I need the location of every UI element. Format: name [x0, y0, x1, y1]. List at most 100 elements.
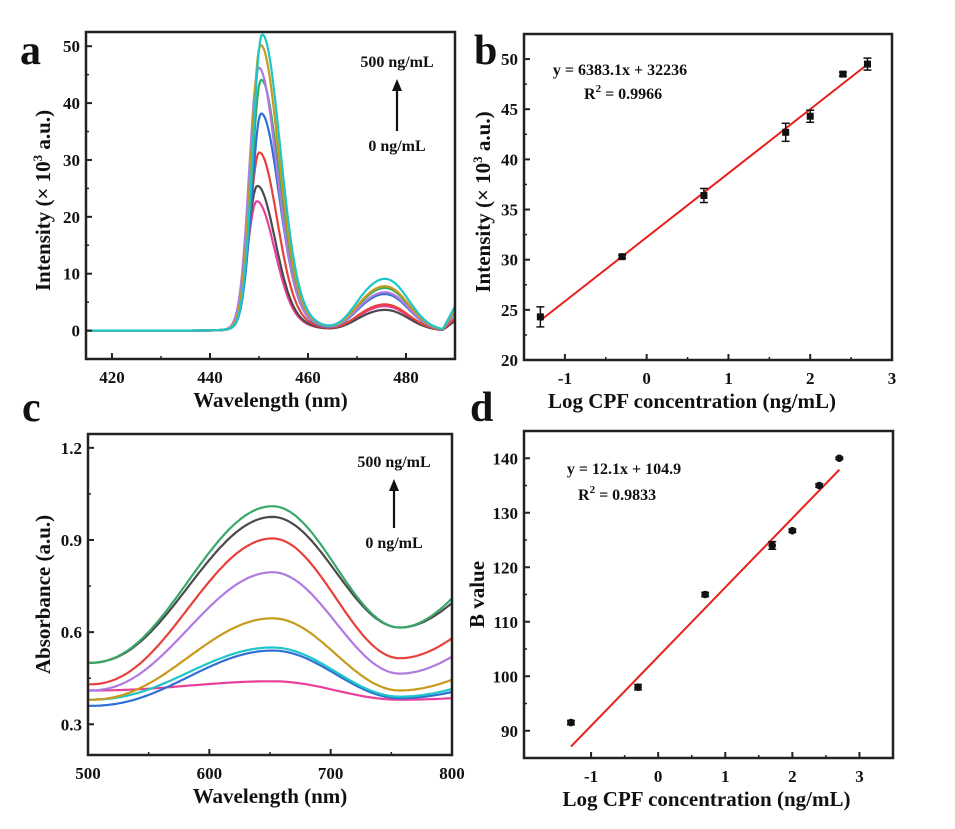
- panel-c-absorbance-spectra: 500 600 700 800 0.3 0.6 0.9 1.2 Wavelength (nm) A…: [31, 432, 465, 808]
- y-axis-title: B value: [465, 561, 489, 628]
- plot-frame: [84, 30, 457, 361]
- x-tick-label: 2: [788, 767, 797, 786]
- y-tick-label: 1.2: [61, 439, 82, 458]
- absorbance-line-blue: [88, 649, 452, 707]
- y-tick-label: 40: [63, 94, 80, 113]
- y-axis-title: Intensity (× 103 a.u.): [30, 110, 55, 291]
- concentration-arrow-head-icon: [389, 479, 399, 491]
- panel-b-intensity-calibration: -1 0 1 2 3 20 25 30 35 40 45 50 Log CPF concentratio…: [470, 32, 897, 413]
- x-axis-title: Log CPF concentration (ng/mL): [563, 787, 851, 811]
- x-tick-label: 0: [654, 767, 663, 786]
- data-point: [536, 313, 544, 321]
- r-squared-letter: R: [578, 487, 590, 504]
- data-point: [701, 590, 709, 599]
- plot-frame: [86, 432, 454, 757]
- y-tick-label: 40: [501, 150, 518, 169]
- y-tick-label: 30: [501, 251, 518, 270]
- data-point: [806, 112, 814, 120]
- x-tick-label: 460: [295, 368, 321, 387]
- panel-d-bvalue-calibration: -1 0 1 2 3 90 100 110 120 130 140 Log CPF concentra…: [465, 429, 895, 811]
- y-tick-label: 90: [501, 722, 518, 741]
- regression-equation: y = 6383.1x + 32236: [553, 62, 687, 79]
- absorbance-line-gold: [88, 617, 452, 701]
- x-tick-label: 3: [855, 767, 864, 786]
- annotation-low-concentration: 0 ng/mL: [365, 535, 422, 552]
- spectrum-line-red: [86, 151, 455, 332]
- y-tick-label: 20: [501, 351, 518, 370]
- x-tick-label: 800: [439, 764, 465, 783]
- y-axis-title-end: a.u.): [31, 110, 55, 155]
- y-axis-title: Absorbance (a.u.): [31, 515, 55, 674]
- y-axis-title: Intensity (× 103 a.u.): [470, 111, 495, 292]
- x-tick-label: 420: [99, 368, 125, 387]
- data-point: [768, 541, 777, 550]
- r-squared-value: = 0.9833: [595, 487, 656, 504]
- y-tick-label: 45: [501, 100, 518, 119]
- y-tick-label: 0.9: [61, 531, 82, 550]
- y-tick-label: 35: [501, 201, 518, 220]
- r-squared-label: R2 = 0.9833: [578, 484, 656, 504]
- y-tick-label: 120: [493, 558, 519, 577]
- y-axis-title-end: a.u.): [471, 111, 495, 156]
- y-tick-label: 0: [72, 322, 81, 341]
- y-axis-title-main: Intensity (× 10: [31, 161, 55, 291]
- absorbance-line-red: [88, 537, 452, 686]
- x-tick-label: 0: [642, 369, 651, 388]
- regression-equation: y = 12.1x + 104.9: [567, 461, 681, 478]
- y-tick-label: 130: [493, 504, 519, 523]
- x-tick-label: 1: [721, 767, 730, 786]
- x-tick-label: 3: [888, 369, 897, 388]
- x-tick-label: 480: [393, 368, 419, 387]
- y-tick-label: 50: [501, 50, 518, 69]
- y-tick-label: 0.3: [61, 715, 82, 734]
- r-squared-letter: R: [584, 86, 596, 103]
- x-axis-title: Wavelength (nm): [193, 388, 348, 412]
- x-tick-label: -1: [584, 767, 598, 786]
- annotation-high-concentration: 500 ng/mL: [357, 454, 430, 471]
- x-tick-label: 1: [724, 369, 733, 388]
- data-point: [782, 128, 790, 136]
- data-point: [567, 718, 575, 727]
- y-tick-label: 0.6: [61, 623, 82, 642]
- r-squared-superscript: 2: [596, 83, 602, 95]
- y-tick-label: 25: [501, 301, 518, 320]
- x-tick-label: 700: [318, 764, 344, 783]
- y-axis-title-main: Intensity (× 10: [471, 163, 495, 293]
- spectrum-line-cyan: [86, 33, 455, 332]
- data-point: [815, 481, 823, 490]
- x-tick-label: 2: [806, 369, 815, 388]
- spectra-lines: [88, 505, 452, 707]
- r-squared-value: = 0.9966: [601, 86, 662, 103]
- x-tick-label: 500: [75, 764, 101, 783]
- x-axis-title: Wavelength (nm): [193, 784, 348, 808]
- panel-letter-a: a: [20, 28, 41, 74]
- data-point: [839, 70, 847, 78]
- data-point: [618, 253, 626, 261]
- panel-a-emission-spectra: 420 440 460 480 0 10 20 30 40 50 Wavelength (nm) In…: [30, 30, 457, 412]
- y-axis-title-superscript: 3: [30, 154, 45, 161]
- fit-line: [570, 469, 841, 748]
- y-tick-label: 140: [493, 449, 519, 468]
- panel-letter-c: c: [22, 385, 41, 431]
- x-tick-label: -1: [558, 369, 572, 388]
- r-squared-superscript: 2: [590, 484, 596, 496]
- y-tick-label: 30: [63, 151, 80, 170]
- x-tick-label: 600: [197, 764, 223, 783]
- y-tick-label: 20: [63, 208, 80, 227]
- r-squared-label: R2 = 0.9966: [584, 83, 662, 103]
- annotation-high-concentration: 500 ng/mL: [360, 54, 433, 71]
- y-tick-label: 50: [63, 37, 80, 56]
- y-tick-label: 100: [493, 667, 519, 686]
- panel-letter-d: d: [470, 385, 493, 431]
- data-point: [835, 454, 844, 463]
- x-axis-title: Log CPF concentration (ng/mL): [548, 389, 836, 413]
- panel-letter-b: b: [474, 28, 497, 74]
- absorbance-line-purple: [88, 571, 452, 692]
- data-point: [863, 60, 871, 68]
- y-axis-title-superscript: 3: [470, 156, 485, 163]
- concentration-arrow-head-icon: [392, 79, 402, 91]
- spectra-lines: [86, 33, 455, 332]
- y-tick-label: 10: [63, 265, 80, 284]
- absorbance-line-green: [88, 505, 452, 664]
